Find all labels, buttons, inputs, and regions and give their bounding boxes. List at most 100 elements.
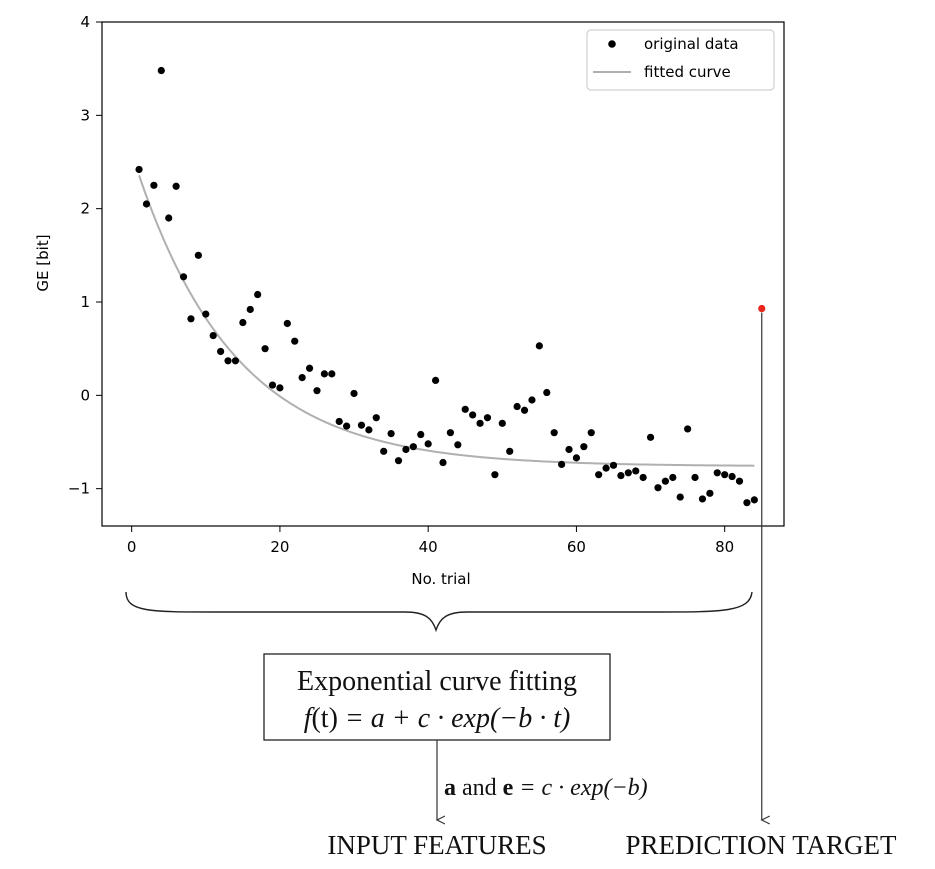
data-point [343,422,351,430]
data-point [217,347,225,356]
data-point [750,496,758,504]
data-point [394,457,403,465]
data-point [357,421,366,429]
data-point [305,364,314,372]
data-point [721,471,729,479]
data-point [424,440,432,448]
data-point [328,370,336,378]
data-point [150,181,158,189]
data-point [135,165,143,174]
data-point [535,342,543,350]
y-tick-label: 1 [80,293,90,311]
data-point [246,305,254,314]
data-point [461,405,469,413]
data-point [283,319,291,328]
formula-box-title: Exponential curve fitting [297,666,577,697]
legend-marker-original-data [608,40,616,48]
legend-label-fitted-curve: fitted curve [644,63,731,81]
data-point [365,426,373,434]
data-point [617,472,625,480]
data-point [372,414,380,422]
x-axis-ticks: 0 20 40 60 80 [127,526,734,556]
data-point [565,445,573,454]
data-point [291,337,299,345]
data-point [402,445,410,454]
data-point [654,484,662,492]
data-point [743,499,751,507]
data-point [550,429,558,437]
legend-label-original-data: original data [644,35,739,53]
data-point [669,473,677,482]
data-point [187,315,195,323]
y-tick-label: 4 [80,13,90,31]
data-point [595,471,603,479]
data-point [506,447,514,455]
y-tick-label: 2 [80,200,90,218]
data-point [231,357,240,365]
x-axis-label: No. trial [411,570,470,588]
data-point [194,251,202,259]
data-point [587,429,595,437]
legend: original data fitted curve [586,29,775,91]
data-point [580,443,588,451]
data-point [684,425,692,433]
data-point [179,273,188,281]
y-axis-label: GE [bit] [34,234,52,291]
data-point [543,388,551,397]
features-equation: a and e = c · exp(−b) [444,775,648,801]
data-point [276,384,284,392]
data-point [609,461,618,469]
y-tick-label: −1 [68,480,90,498]
data-point [469,411,477,419]
data-point [520,406,529,414]
data-point [624,469,632,477]
input-features-label: INPUT FEATURES [327,830,546,860]
data-point [676,493,684,501]
data-point [454,441,462,449]
formula-box-equation: f(t) = a + c · exp(−b · t) [304,703,571,734]
plot-area [135,66,758,507]
data-point [572,454,581,462]
x-tick-label: 20 [270,538,289,556]
data-point [409,443,417,451]
data-point [639,473,647,482]
data-point [698,495,707,503]
data-point [646,433,655,441]
x-tick-label: 0 [127,538,137,556]
data-point [498,419,506,427]
curly-brace [125,591,753,633]
data-point [268,381,277,389]
data-point [261,345,269,353]
fitted-curve-line [138,175,755,467]
data-point [417,430,425,439]
data-point [483,414,492,422]
data-point [239,318,247,327]
data-point [387,430,395,438]
prediction-target-label: PREDICTION TARGET [625,830,897,860]
data-point [202,310,210,318]
data-point [431,376,440,384]
data-point [157,66,165,75]
data-point [439,458,447,467]
data-point [706,489,714,497]
data-point [224,357,232,365]
data-point [528,396,536,404]
x-tick-label: 60 [567,538,586,556]
data-point [632,467,640,475]
data-point [298,374,306,382]
legend-box [586,29,775,91]
plot-frame [101,21,785,527]
data-point [476,419,484,427]
data-point [513,402,521,411]
data-point [380,447,388,455]
data-point [446,429,455,437]
data-point [350,389,358,398]
data-point [165,214,173,222]
data-points [135,66,758,507]
x-tick-label: 80 [715,538,734,556]
data-point [691,473,699,482]
data-point [558,460,566,468]
data-point [313,387,321,395]
data-point [335,417,343,426]
